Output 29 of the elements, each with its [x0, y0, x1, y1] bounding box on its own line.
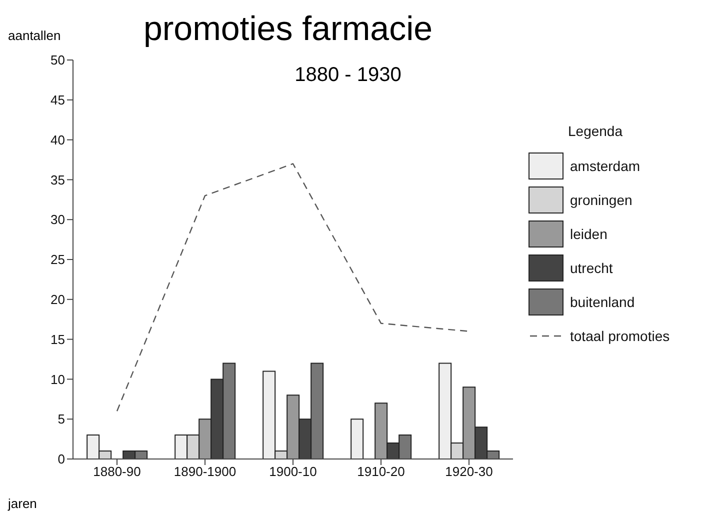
- legend-label: leiden: [570, 226, 608, 242]
- x-tick-label: 1880-90: [93, 464, 141, 480]
- x-tick-label: 1900-10: [269, 464, 317, 480]
- legend-label: buitenland: [570, 294, 635, 310]
- y-tick-label: 50: [50, 52, 65, 68]
- y-tick-label: 40: [50, 132, 65, 148]
- x-axis-title: jaren: [8, 496, 37, 511]
- y-tick-label: 20: [50, 292, 65, 308]
- line-series: [116, 163, 470, 412]
- chart-title: promoties farmacie: [143, 10, 433, 48]
- y-tick-label: 10: [50, 372, 65, 387]
- y-axis-title: aantallen: [8, 28, 61, 43]
- legend-title: Legenda: [568, 123, 624, 139]
- y-tick-label: 30: [50, 212, 65, 228]
- legend-label: amsterdam: [570, 158, 640, 174]
- legend-label: totaal promoties: [570, 328, 670, 344]
- x-tick-label: 1890-1900: [174, 464, 236, 480]
- y-tick-label: 0: [58, 452, 65, 467]
- x-tick-label: 1920-30: [445, 464, 493, 480]
- legend-label: groningen: [570, 192, 632, 208]
- y-tick-label: 25: [50, 252, 65, 268]
- x-tick-label: 1910-20: [357, 464, 405, 480]
- y-tick-label: 5: [58, 412, 65, 427]
- y-tick-label: 45: [50, 92, 65, 108]
- bar: [350, 418, 364, 459]
- chart-subtitle: 1880 - 1930: [294, 64, 402, 87]
- legend-label: utrecht: [570, 260, 613, 276]
- y-tick-label: 15: [50, 332, 65, 347]
- y-tick-label: 35: [50, 172, 65, 188]
